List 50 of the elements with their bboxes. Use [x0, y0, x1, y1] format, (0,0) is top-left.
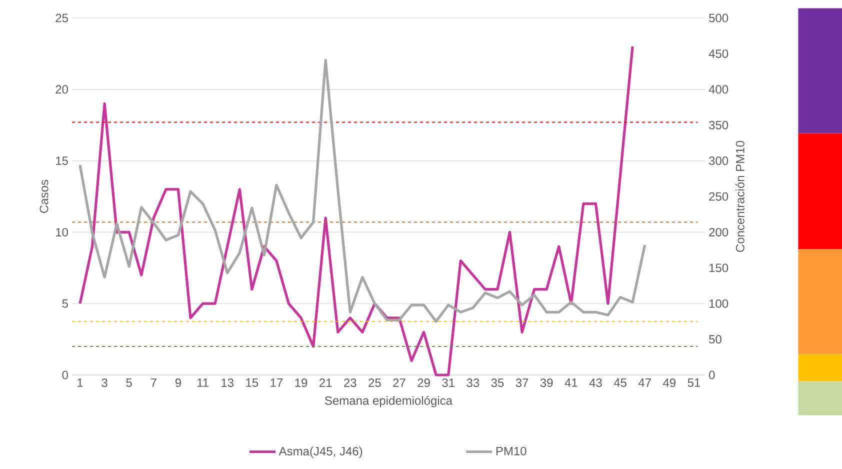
x-tick-label: 39: [540, 378, 553, 388]
x-tick-label: 49: [663, 378, 676, 388]
x-tick-label: 15: [246, 378, 258, 387]
x-tick-label: 7: [150, 378, 156, 387]
x-tick-label: 11: [197, 378, 208, 387]
x-tick-label: 37: [516, 378, 528, 388]
y2-tick-label: 400: [708, 85, 728, 94]
y2-axis-title: Concentración PM10: [735, 140, 744, 252]
x-tick-label: 35: [491, 378, 504, 388]
y-tick-label: 5: [62, 299, 68, 308]
x-tick-label: 19: [295, 378, 308, 388]
x-axis-title: Semana epidemiológica: [325, 396, 452, 408]
x-tick-label: 27: [393, 378, 406, 387]
y2-tick-label: 300: [709, 156, 728, 166]
x-tick-label: 31: [442, 378, 454, 388]
y2-tick-label: 450: [708, 49, 728, 58]
line-series: [78, 45, 634, 376]
y2-tick-label: 350: [709, 120, 728, 130]
y2-tick-label: 50: [709, 335, 722, 344]
y-tick-label: 25: [56, 14, 68, 22]
y2-tick-label: 100: [709, 299, 728, 308]
x-tick-label: 17: [270, 378, 283, 387]
y2-tick-label: 150: [709, 264, 728, 272]
x-tick-label: 45: [614, 378, 626, 387]
y2-tick-label: 500: [709, 14, 728, 22]
y-tick-label: 0: [62, 370, 68, 380]
y2-tick-label: 250: [709, 192, 728, 201]
x-tick-label: 5: [126, 378, 132, 387]
x-tick-label: 25: [368, 378, 381, 388]
x-tick-label: 1: [78, 378, 83, 387]
y-axis-title: Casos: [40, 180, 48, 213]
x-tick-label: 21: [320, 378, 332, 387]
x-tick-label: 23: [344, 378, 356, 388]
x-tick-label: 3: [102, 378, 108, 388]
y2-tick-label: 200: [709, 228, 728, 236]
x-tick-label: 13: [222, 378, 234, 388]
x-tick-label: 47: [638, 378, 651, 387]
legend-label: PM10: [496, 446, 526, 456]
y-tick-label: 20: [56, 85, 68, 94]
x-tick-label: 51: [688, 378, 700, 387]
x-tick-label: 43: [589, 378, 602, 388]
x-tick-label: 41: [564, 378, 578, 387]
y2-tick-label: 0: [709, 370, 715, 380]
x-tick-label: 9: [175, 378, 181, 388]
y-tick-label: 10: [56, 228, 68, 236]
x-tick-label: 33: [466, 378, 480, 388]
line-series: [78, 58, 646, 323]
legend-label: Asma(J45, J46): [278, 446, 362, 458]
y-tick-label: 15: [56, 156, 68, 165]
x-tick-label: 29: [418, 378, 430, 388]
